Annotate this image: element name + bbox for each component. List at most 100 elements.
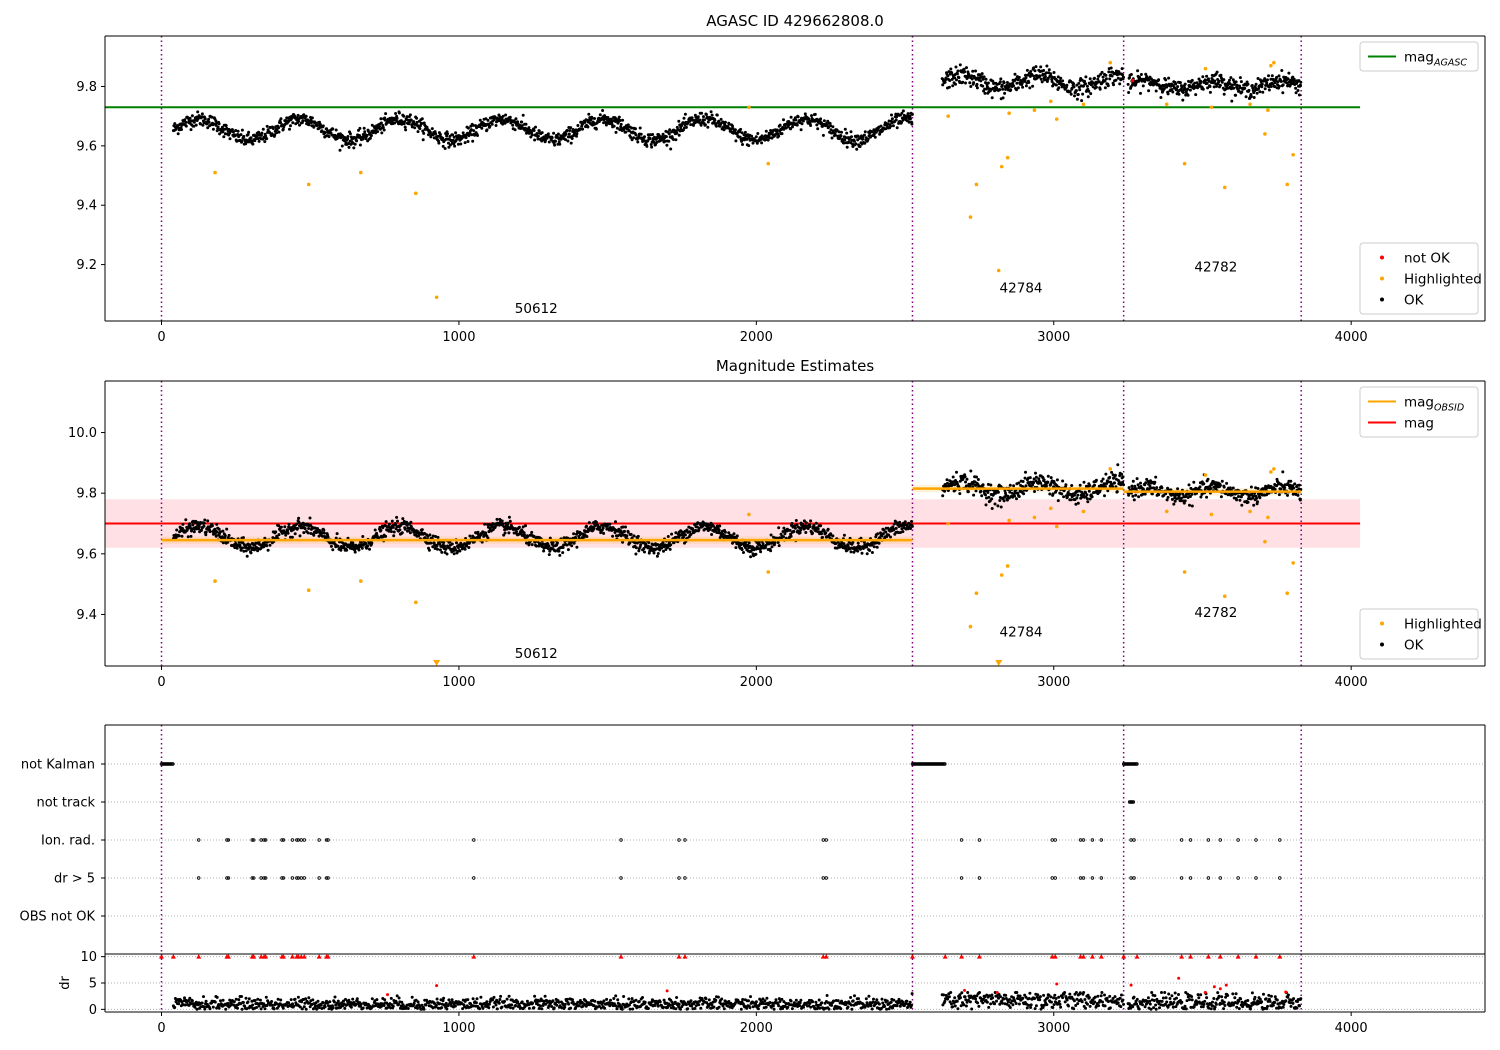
ok-point bbox=[837, 130, 841, 134]
ok-point bbox=[683, 533, 687, 537]
ok-point bbox=[551, 541, 555, 544]
ok-point bbox=[334, 128, 338, 132]
ok-point bbox=[1281, 470, 1285, 474]
clipped-value-marker bbox=[995, 660, 1003, 666]
ok-point bbox=[891, 124, 895, 128]
ok-point bbox=[392, 534, 396, 538]
ok-point bbox=[1110, 74, 1114, 78]
ok-point bbox=[895, 126, 899, 130]
ok-point bbox=[592, 527, 596, 530]
highlighted-point bbox=[974, 591, 979, 596]
ok-point bbox=[200, 115, 204, 119]
ok-point bbox=[647, 541, 651, 544]
ok-point bbox=[244, 142, 248, 146]
flag-marker bbox=[1218, 838, 1223, 842]
ok-point bbox=[649, 143, 653, 146]
ok-point bbox=[963, 70, 967, 74]
ok-point bbox=[831, 125, 835, 129]
ok-point bbox=[188, 522, 192, 526]
ok-point bbox=[520, 120, 524, 124]
ok-point bbox=[845, 145, 849, 149]
ok-point bbox=[200, 528, 203, 532]
ok-point bbox=[362, 126, 366, 130]
ok-point bbox=[291, 121, 295, 125]
ok-point bbox=[410, 125, 414, 129]
ok-point bbox=[632, 136, 636, 140]
ok-point bbox=[1115, 490, 1119, 494]
ok-point bbox=[619, 529, 623, 533]
ok-point bbox=[1082, 480, 1086, 484]
ok-point bbox=[1072, 82, 1076, 86]
ok-point bbox=[1013, 494, 1017, 498]
ok-point bbox=[1003, 91, 1007, 95]
flag-marker bbox=[302, 838, 306, 842]
ok-point bbox=[204, 530, 208, 534]
ok-point bbox=[368, 547, 371, 551]
ok-point bbox=[713, 118, 717, 122]
ok-point bbox=[717, 119, 721, 123]
x-tick-label: 3000 bbox=[1037, 675, 1070, 690]
ok-point bbox=[428, 533, 432, 537]
ok-point bbox=[176, 132, 180, 136]
ok-point bbox=[236, 129, 240, 133]
ok-point bbox=[469, 128, 473, 132]
ok-point bbox=[403, 120, 407, 124]
ok-point bbox=[945, 478, 949, 482]
ok-point bbox=[1218, 483, 1222, 487]
ok-point bbox=[508, 115, 512, 119]
ok-point bbox=[279, 120, 282, 124]
ok-point bbox=[639, 543, 643, 547]
ok-point bbox=[353, 142, 357, 146]
ok-point bbox=[868, 549, 872, 552]
ok-point bbox=[590, 116, 594, 120]
obsid-label: 42782 bbox=[1194, 605, 1237, 621]
highlighted-point bbox=[1081, 102, 1086, 107]
ok-point bbox=[1085, 497, 1089, 501]
flag-marker bbox=[821, 876, 825, 880]
ok-point bbox=[387, 522, 391, 526]
ok-point bbox=[1078, 483, 1082, 487]
ok-point bbox=[379, 121, 383, 125]
ok-point bbox=[1029, 70, 1033, 73]
ok-point bbox=[1139, 73, 1143, 76]
ok-point bbox=[873, 135, 877, 139]
ok-point bbox=[200, 112, 204, 116]
ok-point bbox=[277, 533, 281, 537]
ok-point bbox=[221, 541, 225, 545]
ok-point bbox=[1076, 501, 1080, 505]
obsid-label: 42782 bbox=[1194, 260, 1237, 276]
ok-point bbox=[381, 126, 385, 129]
ok-point bbox=[1296, 493, 1300, 497]
ok-point bbox=[625, 534, 629, 538]
legend-upper-right: magAGASC bbox=[1359, 41, 1479, 72]
ok-point bbox=[704, 113, 708, 116]
ok-point bbox=[850, 135, 853, 139]
ok-point bbox=[826, 527, 830, 531]
ok-point bbox=[412, 120, 416, 124]
ok-point bbox=[210, 524, 214, 528]
ok-point bbox=[569, 141, 573, 145]
ok-point bbox=[490, 122, 494, 126]
ok-point bbox=[1121, 73, 1125, 77]
ok-point bbox=[1225, 481, 1229, 485]
ok-point bbox=[951, 84, 955, 88]
ok-point bbox=[1080, 99, 1084, 103]
ok-point bbox=[666, 535, 670, 538]
ok-point bbox=[769, 533, 773, 537]
ok-point bbox=[1279, 80, 1283, 83]
ok-point bbox=[1207, 77, 1210, 81]
ok-point bbox=[363, 130, 367, 134]
ok-point bbox=[303, 527, 307, 531]
highlighted-point bbox=[766, 570, 771, 574]
ok-point bbox=[1205, 81, 1209, 85]
ok-point bbox=[1256, 500, 1259, 504]
ok-point bbox=[1166, 92, 1170, 96]
ok-point bbox=[638, 126, 642, 130]
ok-point bbox=[340, 144, 344, 148]
ok-point bbox=[626, 530, 630, 534]
ok-point bbox=[501, 122, 505, 126]
ok-point bbox=[446, 132, 449, 136]
ok-point bbox=[470, 133, 474, 137]
ok-point bbox=[454, 131, 458, 135]
